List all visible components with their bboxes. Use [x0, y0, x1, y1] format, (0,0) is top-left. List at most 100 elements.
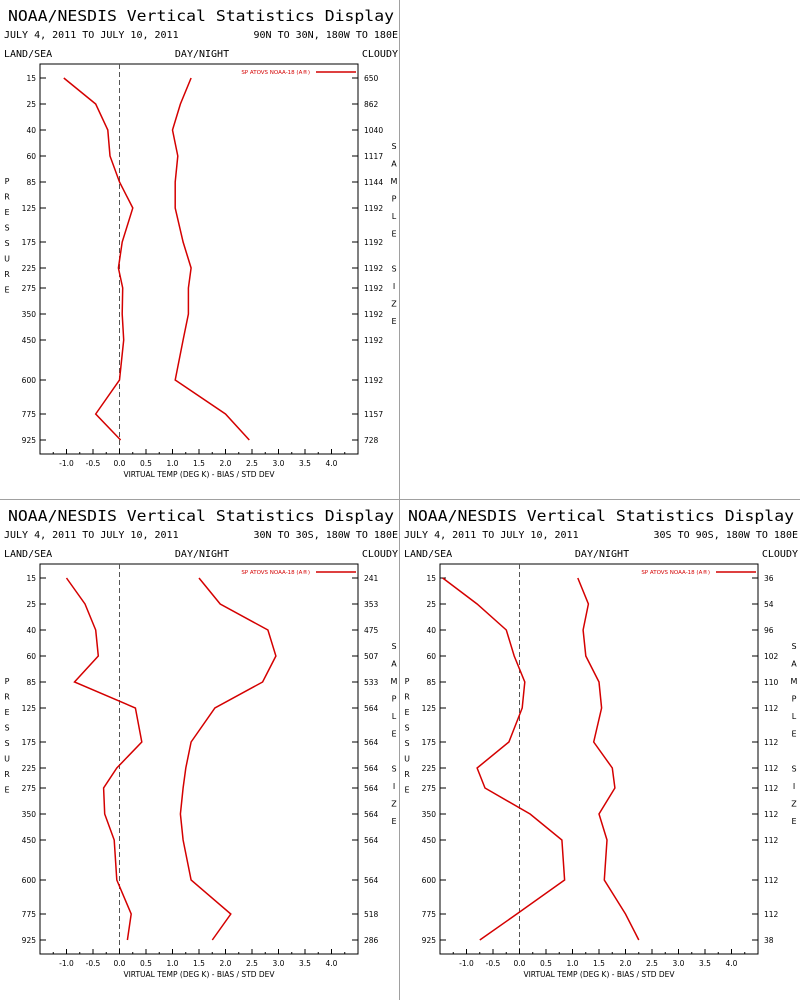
pressure-label: 40 [426, 626, 436, 635]
y-axis-letter: E [404, 786, 409, 795]
y2-axis-letter: L [392, 212, 397, 221]
sample-size-label: 112 [764, 764, 779, 773]
pressure-label: 775 [422, 910, 437, 919]
cloudy-label: CLOUDY [762, 549, 798, 560]
sample-size-label: 1117 [364, 152, 383, 161]
chart-title: NOAA/NESDIS Vertical Statistics Display [408, 507, 794, 525]
std-dev-line [577, 577, 640, 941]
y2-axis-letter: S [391, 265, 396, 274]
x-tick-label: 3.5 [699, 959, 711, 968]
x-tick-label: 2.5 [246, 959, 258, 968]
x-tick-label: -1.0 [59, 459, 74, 468]
x-axis-label: VIRTUAL TEMP (DEG K) - BIAS / STD DEV [523, 970, 675, 979]
sample-size-label: 650 [364, 74, 379, 83]
pressure-label: 15 [426, 574, 436, 583]
pressure-label: 15 [26, 574, 36, 583]
chart-panel-south: NOAA/NESDIS Vertical Statistics Display J… [400, 500, 800, 1000]
x-tick-label: 3.5 [299, 459, 311, 468]
y-axis-letter: E [4, 286, 9, 295]
y2-axis-letter: P [392, 195, 397, 204]
y-axis-letter: R [4, 770, 10, 779]
pressure-label: 85 [426, 678, 436, 687]
y-axis-letter: P [5, 177, 10, 186]
y-axis-letter: E [4, 708, 9, 717]
y2-axis-letter: S [791, 642, 796, 651]
x-tick-label: 1.0 [167, 959, 179, 968]
sample-size-label: 1192 [364, 284, 383, 293]
y2-axis-letter: Z [391, 800, 397, 809]
plot-frame [39, 563, 359, 955]
y2-axis-letter: I [793, 782, 795, 791]
pressure-label: 275 [22, 284, 37, 293]
y-axis-letter: S [4, 739, 9, 748]
x-tick-label: 4.0 [326, 459, 338, 468]
x-axis-label: VIRTUAL TEMP (DEG K) - BIAS / STD DEV [123, 970, 275, 979]
land-sea-label: LAND/SEA [4, 49, 52, 60]
x-tick-label: 2.0 [220, 959, 232, 968]
pressure-label: 25 [426, 600, 436, 609]
x-tick-label: 0.0 [114, 959, 126, 968]
pressure-label: 25 [26, 100, 36, 109]
y2-axis-letter: E [391, 230, 396, 239]
sample-size-label: 112 [764, 836, 779, 845]
y-axis-letter: S [4, 239, 9, 248]
x-tick-label: 3.0 [273, 959, 285, 968]
date-range: JULY 4, 2011 TO JULY 10, 2011 [4, 30, 179, 41]
x-tick-label: 4.0 [326, 959, 338, 968]
pressure-label: 60 [26, 652, 36, 661]
sample-size-label: 38 [764, 936, 774, 945]
sample-size-label: 1192 [364, 204, 383, 213]
y-axis-letter: S [4, 724, 9, 733]
pressure-label: 40 [26, 626, 36, 635]
bias-line [65, 577, 143, 941]
pressure-label: 600 [22, 376, 37, 385]
pressure-label: 225 [422, 764, 437, 773]
date-range: JULY 4, 2011 TO JULY 10, 2011 [404, 530, 579, 541]
y2-axis-letter: A [391, 660, 397, 669]
sample-size-label: 1192 [364, 264, 383, 273]
sample-size-label: 1040 [364, 126, 383, 135]
x-tick-label: -0.5 [86, 959, 101, 968]
chart-title: NOAA/NESDIS Vertical Statistics Display [8, 7, 394, 25]
x-tick-label: 3.5 [299, 959, 311, 968]
y-axis-letter: S [404, 724, 409, 733]
x-tick-label: -0.5 [86, 459, 101, 468]
sample-size-label: 1157 [364, 410, 383, 419]
pressure-label: 275 [422, 784, 437, 793]
pressure-label: 15 [26, 74, 36, 83]
y-axis-letter: R [4, 193, 10, 202]
pressure-label: 225 [22, 764, 37, 773]
pressure-label: 775 [22, 410, 37, 419]
sample-size-label: 564 [364, 876, 379, 885]
sample-size-label: 564 [364, 810, 379, 819]
sample-size-label: 112 [764, 910, 779, 919]
cloudy-label: CLOUDY [362, 549, 398, 560]
y-axis-letter: U [404, 755, 410, 764]
y2-axis-letter: Z [791, 800, 797, 809]
pressure-label: 60 [26, 152, 36, 161]
y2-axis-letter: I [393, 782, 395, 791]
y2-axis-letter: S [391, 642, 396, 651]
y2-axis-letter: M [391, 677, 398, 686]
pressure-label: 600 [422, 876, 437, 885]
region-label: 30N TO 30S, 180W TO 180E [254, 530, 399, 541]
y-axis-letter: P [5, 677, 10, 686]
sample-size-label: 507 [364, 652, 379, 661]
land-sea-label: LAND/SEA [4, 549, 52, 560]
y-axis-letter: U [4, 255, 10, 264]
y2-axis-letter: A [391, 160, 397, 169]
sample-size-label: 112 [764, 738, 779, 747]
legend-label: SP ATOVS NOAA-18 (A®) [641, 569, 710, 576]
y-axis-letter: R [4, 693, 10, 702]
sample-size-label: 110 [764, 678, 779, 687]
sample-size-label: 728 [364, 436, 379, 445]
y2-axis-letter: S [391, 142, 396, 151]
x-tick-label: 2.0 [620, 959, 632, 968]
day-night-label: DAY/NIGHT [175, 49, 229, 60]
sample-size-label: 96 [764, 626, 774, 635]
y-axis-letter: R [404, 770, 410, 779]
pressure-label: 60 [426, 652, 436, 661]
x-tick-label: 0.5 [140, 959, 152, 968]
pressure-label: 125 [22, 704, 37, 713]
date-range: JULY 4, 2011 TO JULY 10, 2011 [4, 530, 179, 541]
